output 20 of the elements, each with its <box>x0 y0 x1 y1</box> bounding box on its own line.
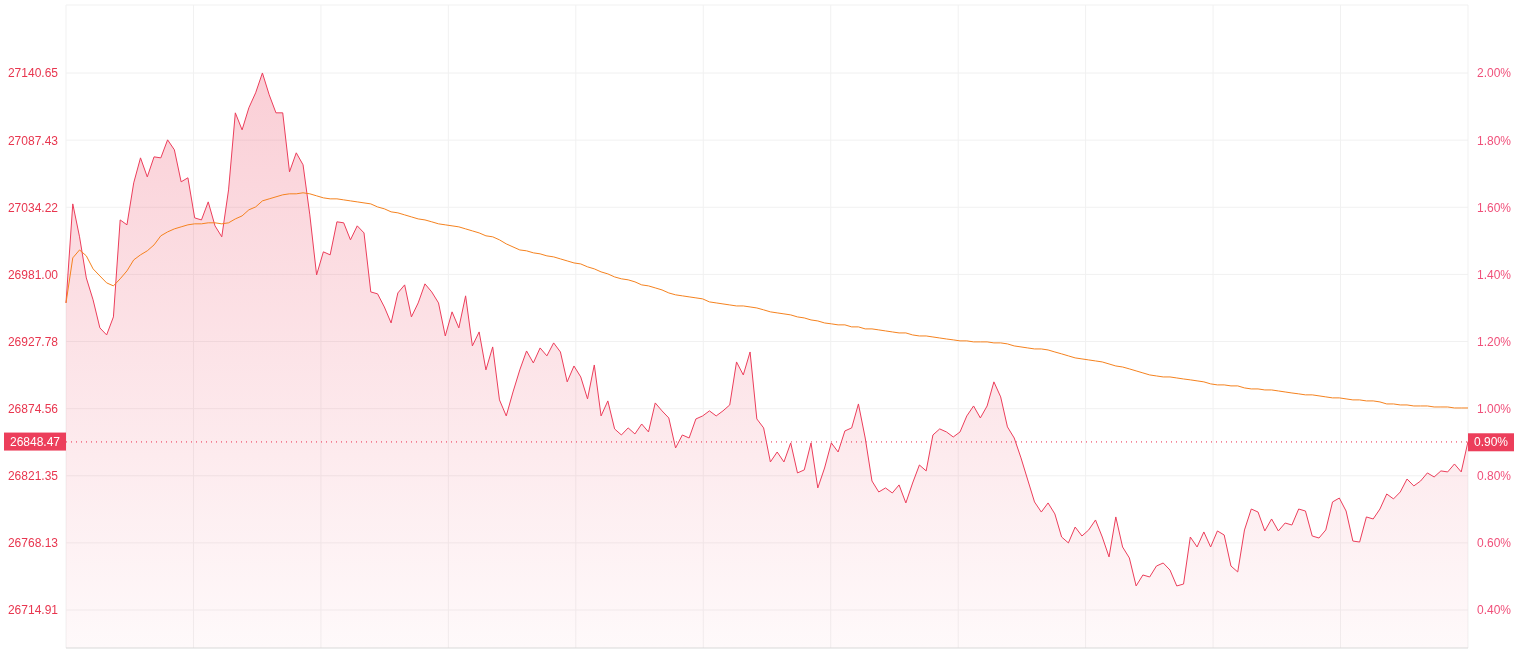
y2-tick-label: 0.40% <box>1477 603 1512 618</box>
y2-tick-label: 1.00% <box>1477 402 1512 417</box>
y-tick-label: 26874.56 <box>7 402 59 416</box>
y2-tick-label: 0.80% <box>1477 469 1512 484</box>
y-tick-label: 26927.78 <box>7 334 59 349</box>
y2-tick-label: 1.60% <box>1477 200 1512 215</box>
y2-tick-label: 1.40% <box>1477 267 1512 282</box>
y-tick-label: 26768.13 <box>7 536 59 551</box>
y2-tick-label: 1.80% <box>1477 133 1512 148</box>
y2-tick-label: 2.00% <box>1477 66 1512 81</box>
y-tick-label: 26714.91 <box>7 603 59 618</box>
y-tick-label: 27034.22 <box>7 200 59 215</box>
y-tick-label: 26981.00 <box>7 267 59 282</box>
y-tick-label: 27087.43 <box>7 133 59 148</box>
ref-line-label: 26848.47 <box>9 434 61 449</box>
y2-tick-label: 1.20% <box>1477 334 1512 349</box>
y-tick-label: 27140.65 <box>7 66 59 81</box>
y-tick-label: 26821.35 <box>7 469 59 484</box>
ref-line-label: 0.90% <box>1473 435 1509 450</box>
y2-tick-label: 0.60% <box>1477 536 1512 551</box>
